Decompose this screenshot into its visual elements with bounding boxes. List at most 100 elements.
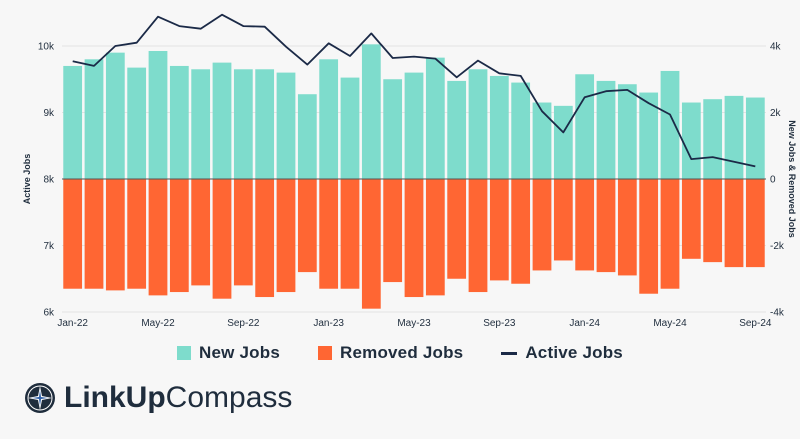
removed-jobs-bar [340,179,360,289]
new-jobs-bar [724,95,744,179]
new-jobs-bar [404,72,424,179]
removed-jobs-bar [596,179,616,273]
removed-jobs-bar [105,179,125,291]
legend-label-removed-jobs: Removed Jobs [340,343,464,362]
y-right-tick-label: 2k [770,108,782,119]
new-jobs-bar [639,92,659,179]
new-jobs-bar [575,74,595,179]
x-tick-label: Jan-22 [57,318,88,329]
new-jobs-bar [297,94,317,179]
new-jobs-bar [532,102,552,179]
legend-label-active-jobs: Active Jobs [525,343,623,362]
y-right-tick-label: -2k [770,241,785,252]
y-right-tick-label: 4k [770,42,782,53]
new-jobs-bar [425,57,445,180]
new-jobs-bar [212,62,232,179]
linkup-compass-logo: LinkUpCompass [24,382,292,414]
removed-jobs-bar [297,179,317,273]
new-jobs-bar [340,77,360,179]
removed-jobs-bar [255,179,275,298]
new-jobs-bar [617,84,637,179]
new-jobs-bar [276,72,296,179]
y-left-tick-label: 9k [43,108,55,119]
x-tick-label: May-24 [653,318,687,329]
removed-jobs-bar [617,179,637,276]
new-jobs-bar [681,102,701,179]
new-jobs-bar [169,65,189,179]
x-tick-label: Sep-22 [227,318,260,329]
removed-jobs-bar [404,179,424,298]
new-jobs-bar [319,59,339,179]
y-right-axis-title: New Jobs & Removed Jobs [787,120,797,238]
y-left-tick-label: 7k [43,241,55,252]
removed-jobs-bar [468,179,488,293]
new-jobs-bar [660,70,680,179]
y-left-axis-title: Active Jobs [22,154,32,205]
y-left-tick-label: 6k [43,308,55,319]
legend-item-active-jobs[interactable]: Active Jobs [501,343,623,363]
new-jobs-bar [361,44,381,180]
new-jobs-bar [127,67,147,179]
removed-jobs-bar [745,179,765,268]
compass-star-icon [25,383,55,413]
removed-jobs-bar [639,179,659,294]
new-jobs-bar [84,59,104,179]
removed-jobs-swatch [318,346,332,360]
new-jobs-bar [233,69,253,179]
y-right-tick-label: -4k [770,308,785,319]
x-tick-label: Sep-23 [483,318,516,329]
y-left-tick-label: 10k [38,42,55,53]
new-jobs-bar [191,69,211,179]
active-jobs-line [72,13,756,168]
x-tick-label: Sep-24 [739,318,772,329]
combo-chart: 6k 7k 8k 9k 10k -4k -2k 0 2k 4k Jan-22 May-22 Sep-22… [22,13,797,329]
brand-name-bold: LinkUp [64,381,166,414]
new-jobs-bar [553,105,573,179]
new-jobs-swatch [177,346,192,360]
legend-item-new-jobs[interactable]: New Jobs [177,343,280,363]
removed-jobs-bar [383,179,403,283]
removed-jobs-bar [212,179,232,299]
new-jobs-bar [105,52,125,179]
legend-item-removed-jobs[interactable]: Removed Jobs [318,343,463,363]
removed-jobs-bar [681,179,701,259]
new-jobs-bar [489,75,509,179]
removed-jobs-bar [724,179,744,268]
y-left-tick-label: 8k [43,175,55,186]
new-jobs-bar [148,50,168,179]
new-jobs-bar [703,99,723,179]
new-jobs-bar [255,69,275,179]
x-tick-label: May-22 [141,318,175,329]
removed-jobs-bar [511,179,531,284]
x-tick-label: Jan-24 [569,318,600,329]
removed-jobs-bar [532,179,552,271]
removed-jobs-bar [660,179,680,289]
removed-jobs-bar [127,179,147,289]
removed-jobs-bar [489,179,509,281]
removed-jobs-bar [276,179,296,293]
legend: New Jobs Removed Jobs Active Jobs [0,343,800,363]
new-jobs-bar [447,80,467,179]
active-jobs-swatch [501,351,518,355]
removed-jobs-bar [233,179,253,286]
brand-name-light: Compass [165,381,293,414]
new-jobs-bar [383,79,403,179]
x-tick-label: May-23 [397,318,431,329]
removed-jobs-bar [361,179,381,309]
removed-jobs-bar [191,179,211,286]
removed-jobs-bar [703,179,723,263]
new-jobs-bar [63,65,83,179]
new-jobs-bar [596,80,616,179]
legend-label-new-jobs: New Jobs [199,343,280,362]
removed-jobs-bar [553,179,573,261]
new-jobs-bar [511,82,531,179]
removed-jobs-bar [148,179,168,296]
removed-jobs-bar [84,179,104,289]
new-jobs-bar [468,69,488,179]
y-right-tick-label: 0 [770,175,776,186]
removed-jobs-bar [319,179,339,289]
removed-jobs-bar [169,179,189,293]
removed-jobs-bar [425,179,445,296]
new-jobs-bar [745,97,765,179]
